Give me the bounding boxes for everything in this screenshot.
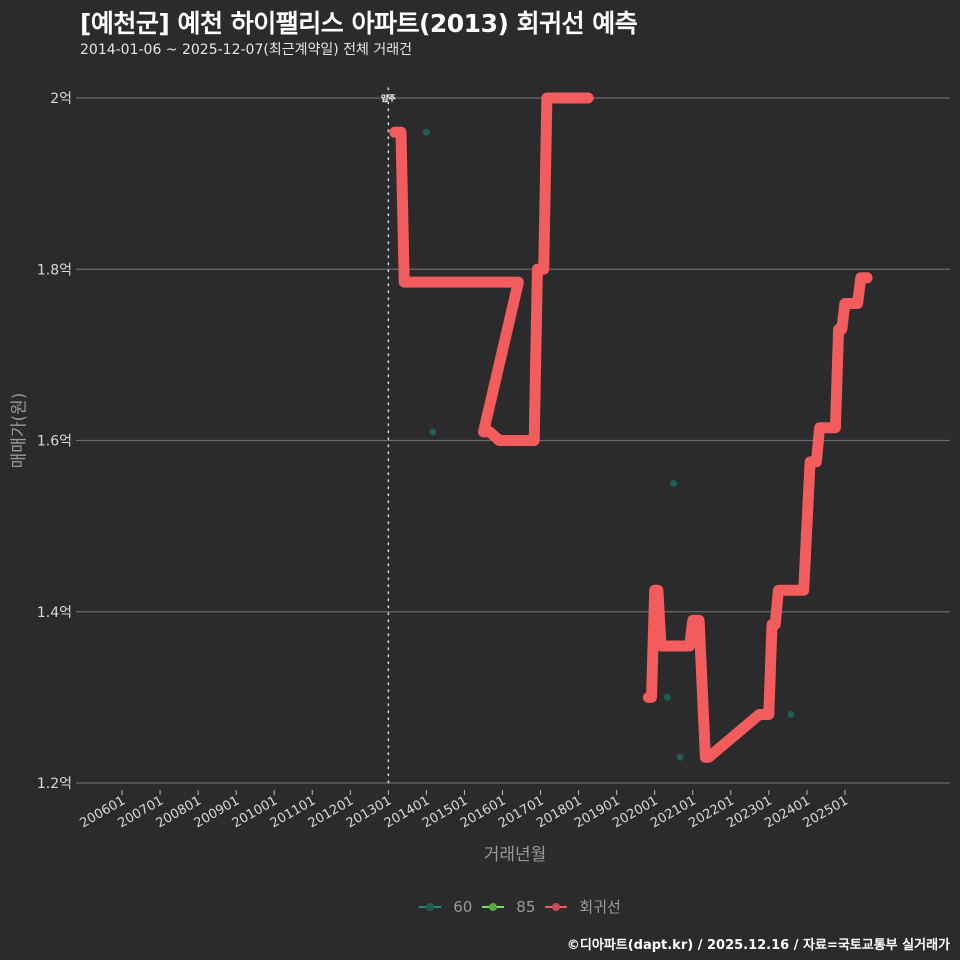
source-credit: ©디아파트(dapt.kr) / 2025.12.16 / 자료=국토교통부 실…	[566, 938, 950, 953]
x-axis-label: 거래년월	[483, 845, 547, 865]
svg-text:2억: 2억	[50, 91, 72, 107]
legend-item-85: 85	[482, 898, 535, 916]
scatter-points-60	[422, 128, 808, 761]
legend-label: 85	[516, 897, 536, 916]
legend-line-dot-icon	[482, 902, 505, 912]
chart-title: [예천군] 예천 하이팰리스 아파트(2013) 회귀선 예측	[80, 9, 638, 38]
move-in-marker: 입주	[381, 87, 396, 784]
legend-label: 60	[453, 897, 473, 916]
y-axis-label: 매매가(원)	[9, 392, 30, 469]
chart-subtitle: 2014-01-06 ~ 2025-12-07(최근계약일) 전체 거래건	[80, 42, 412, 58]
svg-text:1.4억: 1.4억	[37, 605, 72, 621]
svg-text:1.6억: 1.6억	[37, 434, 72, 450]
legend-item-60: 60	[419, 898, 472, 916]
legend-line-dot-icon	[419, 902, 442, 912]
legend: 60 85 회귀선	[0, 896, 960, 917]
regression-line	[389, 92, 873, 763]
svg-text:입주: 입주	[381, 93, 396, 103]
legend-line-dot-icon	[545, 902, 568, 912]
svg-text:1.2억: 1.2억	[37, 776, 72, 792]
legend-item-regression: 회귀선	[545, 896, 621, 917]
legend-label: 회귀선	[579, 898, 621, 916]
svg-text:1.8억: 1.8억	[37, 262, 72, 278]
gridlines	[76, 97, 950, 784]
x-axis-ticks: 2006012007012008012009012010012011012012…	[78, 790, 851, 831]
y-axis-ticks: 1.2억 1.4억 1.6억 1.8억 2억	[37, 91, 72, 792]
